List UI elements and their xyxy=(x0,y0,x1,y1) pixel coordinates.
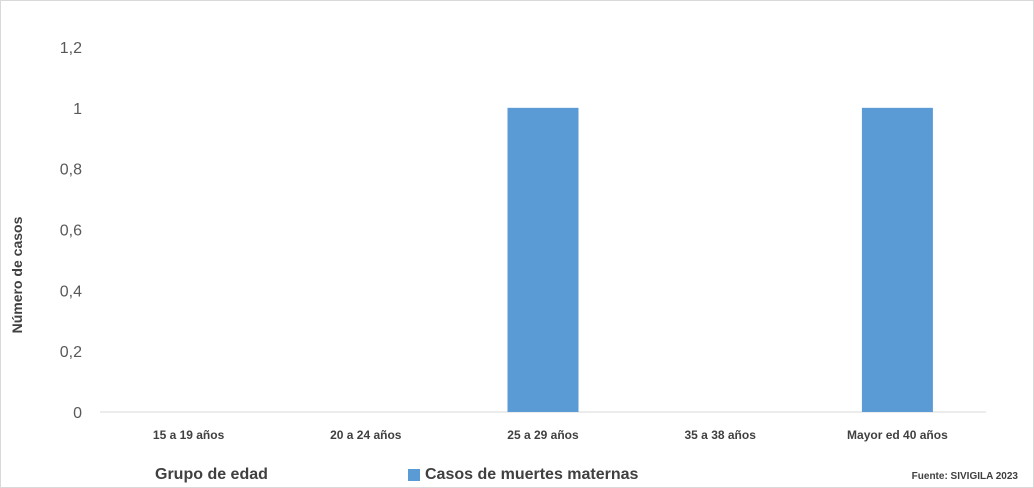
x-tick-label: 20 a 24 años xyxy=(330,428,402,442)
x-tick-label: 35 a 38 años xyxy=(685,428,757,442)
bar xyxy=(507,107,579,412)
x-tick-label: 15 a 19 años xyxy=(153,428,225,442)
y-tick-label: 0,8 xyxy=(60,162,82,179)
y-axis-ticks: 0 0,2 0,4 0,6 0,8 1 1,2 xyxy=(60,40,82,422)
source-note: Fuente: SIVIGILA 2023 xyxy=(911,471,1018,482)
bar xyxy=(861,107,933,412)
y-tick-label: 0,6 xyxy=(60,223,82,240)
legend-label: Casos de muertes maternas xyxy=(425,466,639,483)
x-axis-categories: 15 a 19 años 20 a 24 años 25 a 29 años 35 a… xyxy=(153,428,948,442)
y-tick-label: 0,2 xyxy=(60,344,82,361)
x-tick-label: 25 a 29 años xyxy=(507,428,579,442)
x-tick-label: Mayor ed 40 años xyxy=(847,428,948,442)
bars-group xyxy=(507,107,933,412)
y-tick-label: 1 xyxy=(73,101,82,118)
legend: Casos de muertes maternas xyxy=(408,466,638,484)
y-tick-label: 0 xyxy=(73,405,82,422)
y-tick-label: 0,4 xyxy=(60,283,82,300)
y-axis-label: Número de casos xyxy=(9,216,25,333)
x-axis-label: Grupo de edad xyxy=(155,466,268,483)
legend-swatch xyxy=(408,469,420,481)
y-tick-label: 1,2 xyxy=(60,40,82,57)
